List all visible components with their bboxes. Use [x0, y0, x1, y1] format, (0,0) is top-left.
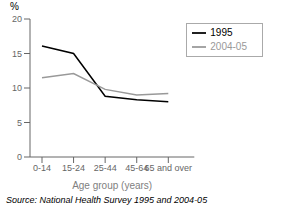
svg-text:45-64: 45-64 — [125, 163, 149, 174]
svg-text:Age group (years): Age group (years) — [72, 180, 152, 191]
svg-text:5: 5 — [17, 118, 22, 128]
svg-text:15: 15 — [12, 49, 22, 59]
svg-text:0-14: 0-14 — [33, 163, 51, 173]
html-text:1995: 1995 — [210, 26, 233, 38]
svg-text:10: 10 — [12, 83, 22, 93]
html-text:2004-05: 2004-05 — [210, 40, 247, 52]
svg-text:25-44: 25-44 — [94, 163, 117, 173]
svg-text:65 and over: 65 and over — [145, 163, 193, 173]
svg-text:0: 0 — [17, 152, 22, 162]
html-text:Source: National Health Survey: Source: National Health Survey 1995 and … — [6, 195, 208, 205]
svg-text:20: 20 — [12, 14, 22, 24]
svg-text:15-24: 15-24 — [62, 163, 85, 173]
